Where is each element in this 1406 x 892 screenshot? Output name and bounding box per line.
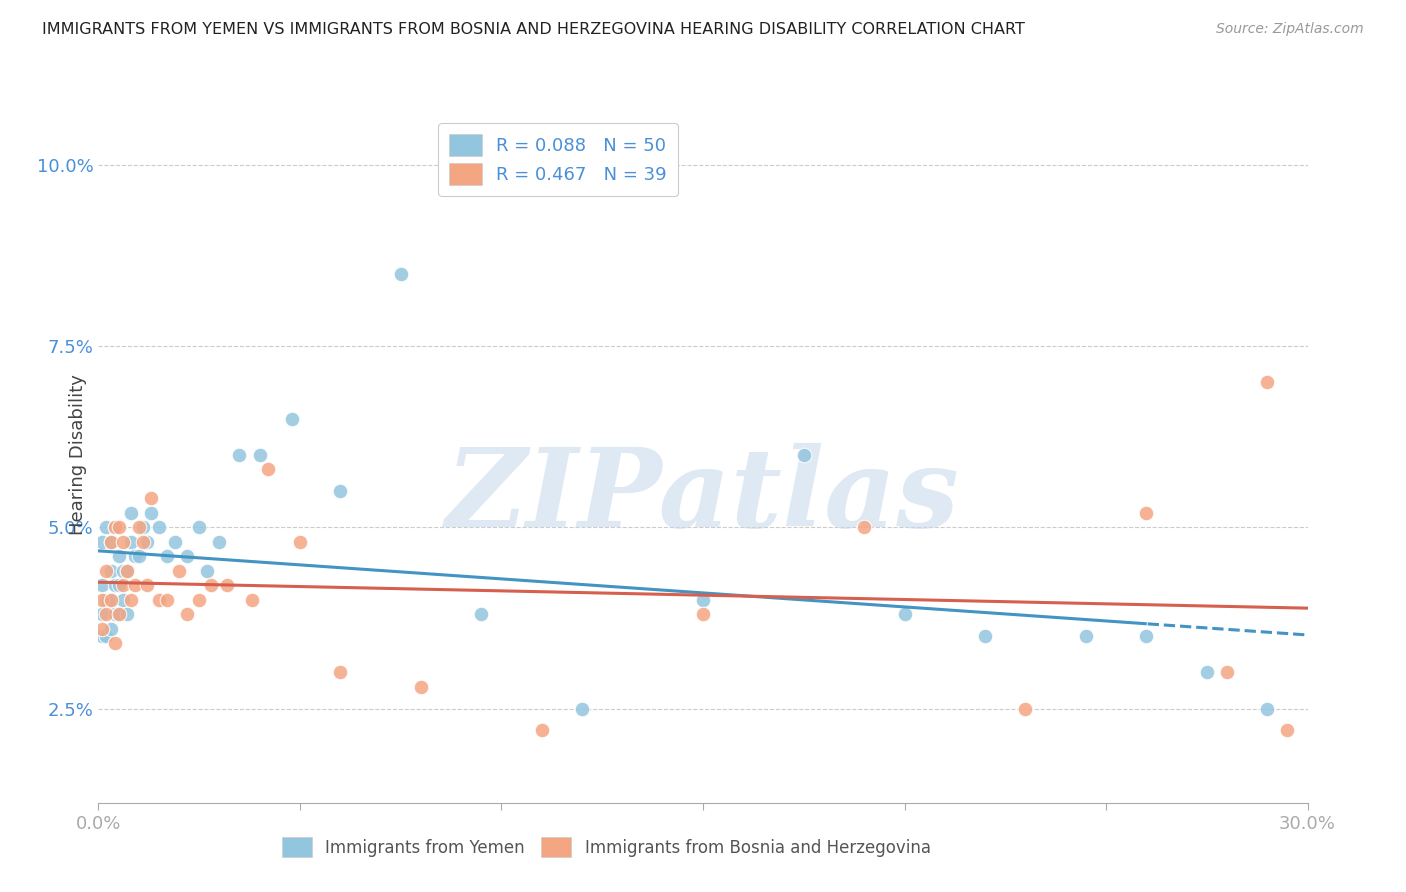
Point [228,448,250,462]
Point [107,520,129,534]
Point [1277,723,1299,738]
Y-axis label: Hearing Disability: Hearing Disability [69,375,87,535]
Point [188,592,211,607]
Point [111,592,134,607]
Point [200,578,222,592]
Point [103,520,125,534]
Point [135,578,157,592]
Point [103,607,125,622]
Point [91,607,114,622]
Point [107,578,129,592]
Point [91,629,114,643]
Point [409,680,432,694]
Point [217,578,239,592]
Text: IMMIGRANTS FROM YEMEN VS IMMIGRANTS FROM BOSNIA AND HERZEGOVINA HEARING DISABILI: IMMIGRANTS FROM YEMEN VS IMMIGRANTS FROM… [42,22,1025,37]
Point [100,592,122,607]
Point [111,578,134,592]
Point [128,549,150,564]
Point [188,520,211,534]
Point [156,549,179,564]
Point [1135,629,1157,643]
Point [249,448,271,462]
Point [91,535,114,549]
Point [139,491,162,506]
Point [1256,701,1278,715]
Point [103,636,125,650]
Point [208,535,231,549]
Point [96,629,118,643]
Point [111,535,134,549]
Point [470,607,492,622]
Point [91,592,114,607]
Point [107,549,129,564]
Point [156,592,179,607]
Point [96,564,118,578]
Point [139,506,162,520]
Point [163,535,186,549]
Point [107,607,129,622]
Point [120,535,142,549]
Point [692,592,714,607]
Point [1135,506,1157,520]
Point [853,520,876,534]
Point [135,535,157,549]
Point [100,535,122,549]
Point [128,520,150,534]
Point [103,520,125,534]
Point [288,535,311,549]
Point [132,535,155,549]
Point [893,607,915,622]
Point [132,520,155,534]
Point [530,723,553,738]
Point [120,592,142,607]
Point [167,564,190,578]
Point [115,564,138,578]
Point [100,535,122,549]
Point [111,564,134,578]
Point [124,549,146,564]
Point [100,592,122,607]
Point [103,578,125,592]
Point [1195,665,1218,680]
Point [389,267,412,281]
Point [96,520,118,534]
Point [96,592,118,607]
Point [1074,629,1097,643]
Point [1216,665,1239,680]
Point [115,607,138,622]
Point [107,607,129,622]
Point [974,629,997,643]
Point [240,592,263,607]
Point [115,564,138,578]
Point [195,564,218,578]
Point [281,411,304,425]
Point [176,549,198,564]
Point [176,607,198,622]
Point [793,448,815,462]
Point [91,622,114,636]
Point [124,578,146,592]
Legend: Immigrants from Yemen, Immigrants from Bosnia and Herzegovina: Immigrants from Yemen, Immigrants from B… [276,830,938,864]
Text: Source: ZipAtlas.com: Source: ZipAtlas.com [1216,22,1364,37]
Point [148,592,170,607]
Point [120,506,142,520]
Point [100,622,122,636]
Point [91,578,114,592]
Point [1014,701,1036,715]
Point [1256,376,1278,390]
Point [148,520,170,534]
Text: ZIPatlas: ZIPatlas [446,443,960,550]
Point [692,607,714,622]
Point [100,564,122,578]
Point [329,665,352,680]
Point [329,484,352,499]
Point [571,701,593,715]
Point [96,607,118,622]
Point [256,462,278,476]
